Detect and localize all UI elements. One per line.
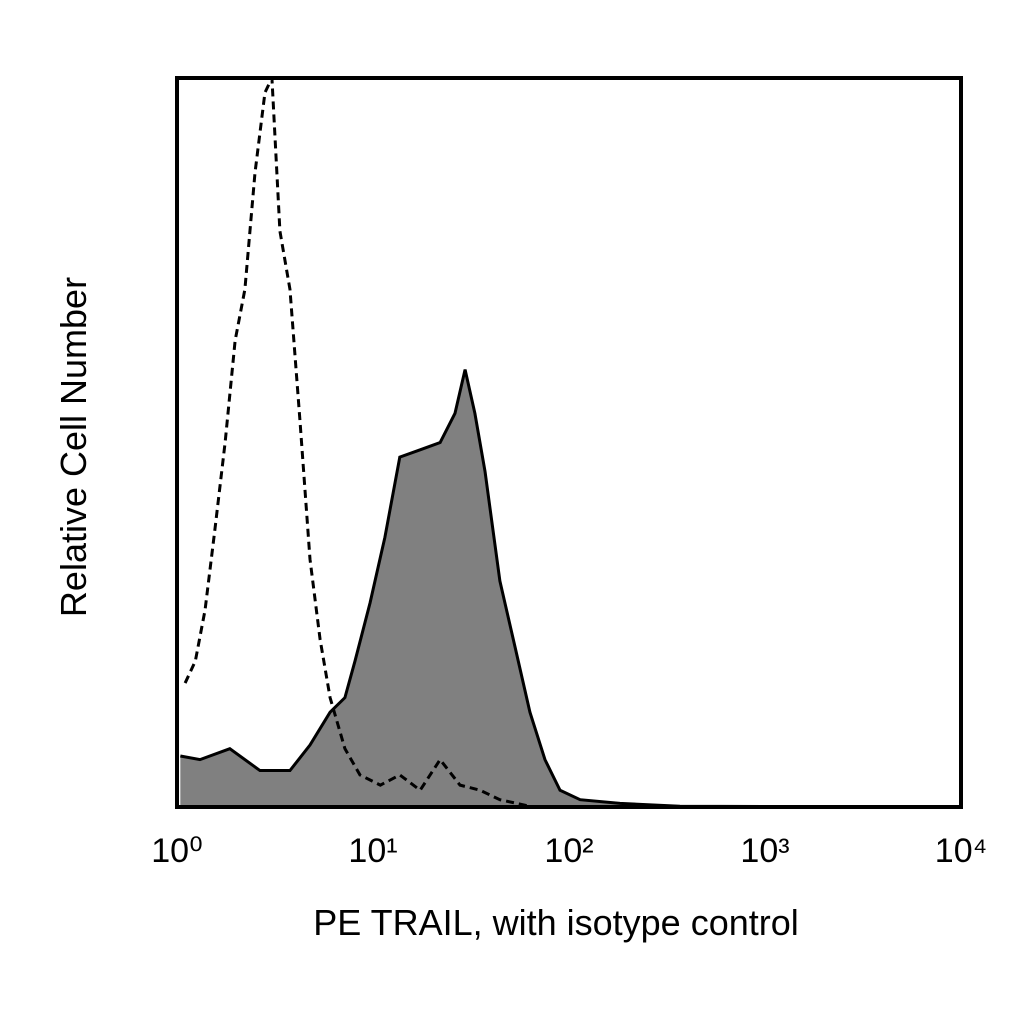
- area-fill: [180, 369, 961, 807]
- y-axis-title: Relative Cell Number: [53, 277, 94, 617]
- x-tick-label: 10³: [740, 832, 789, 870]
- x-tick-label: 10²: [544, 832, 593, 870]
- dashed-line: [183, 77, 531, 808]
- x-tick-label: 10¹: [348, 832, 397, 870]
- x-tick-label: 10⁰: [151, 832, 202, 870]
- plot-frame: [175, 76, 963, 809]
- histogram-line: [180, 369, 961, 809]
- x-axis-title: PE TRAIL, with isotype control: [313, 902, 799, 943]
- x-tick-label: 10⁴: [935, 832, 987, 870]
